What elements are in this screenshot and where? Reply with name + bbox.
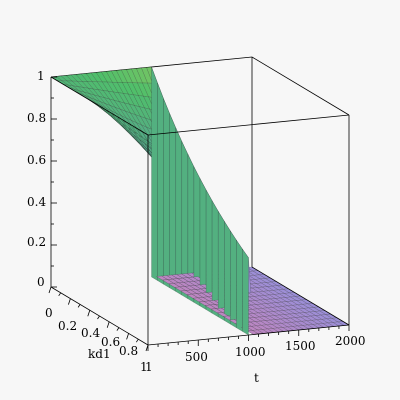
surface-cell <box>175 127 182 296</box>
kd1-axis-label: kd1 <box>88 347 111 361</box>
surface-cell <box>224 220 231 325</box>
z-tick-label: 0 <box>37 275 45 289</box>
kd1-tick <box>87 310 91 317</box>
t-tick-label: 1 <box>145 360 153 374</box>
kd1-tick <box>106 321 110 328</box>
surface-cell <box>218 210 225 321</box>
t-tick-label: 1500 <box>285 339 316 353</box>
axis-ticks <box>48 76 350 352</box>
kd1-tick <box>97 315 100 320</box>
kd1-tick-label: 1 <box>140 360 148 374</box>
t-tick-label: 500 <box>185 350 208 364</box>
kd1-tick <box>126 333 129 340</box>
t-tick-label: 1000 <box>235 345 266 359</box>
kd1-tick <box>48 286 52 294</box>
surface-cell <box>211 200 219 318</box>
kd1-tick-label: 0.8 <box>119 344 138 358</box>
surface-cell <box>230 230 237 329</box>
z-tick-label: 0.8 <box>27 111 46 125</box>
box-edge <box>251 266 350 326</box>
kd1-tick-label: 0.6 <box>101 335 120 349</box>
z-tick-label: 0.2 <box>27 235 46 249</box>
kd1-tick <box>135 338 139 343</box>
z-tick-label: 1 <box>37 69 45 83</box>
z-tick-label: 0.6 <box>27 153 46 167</box>
z-tick-label: 0.4 <box>27 195 46 209</box>
surface-mesh <box>50 66 350 336</box>
box-edge <box>251 56 350 116</box>
kd1-tick-label: 0.4 <box>81 326 100 340</box>
t-axis-label: t <box>254 371 259 385</box>
surface-cell <box>236 239 243 332</box>
kd1-tick <box>68 298 71 305</box>
box-front-edges <box>50 76 350 346</box>
kd1-tick <box>58 292 62 297</box>
axis-labels: 0 0.2 0.4 0.6 0.8 1 0 0.2 0.4 0.6 0.8 1 … <box>27 69 366 385</box>
kd1-tick <box>116 327 120 331</box>
surface-cell <box>157 83 164 285</box>
surface-cell <box>242 248 249 336</box>
box-edge <box>50 76 149 136</box>
kd1-tick <box>77 304 81 308</box>
surface-cell <box>169 113 176 292</box>
surface-cell <box>151 66 158 281</box>
t-tick-label: 2000 <box>335 334 366 348</box>
kd1-tick-label: 0.2 <box>58 319 77 333</box>
kd1-tick-label: 0 <box>45 306 53 320</box>
surface-cell <box>163 98 170 289</box>
box-edge <box>147 114 350 136</box>
